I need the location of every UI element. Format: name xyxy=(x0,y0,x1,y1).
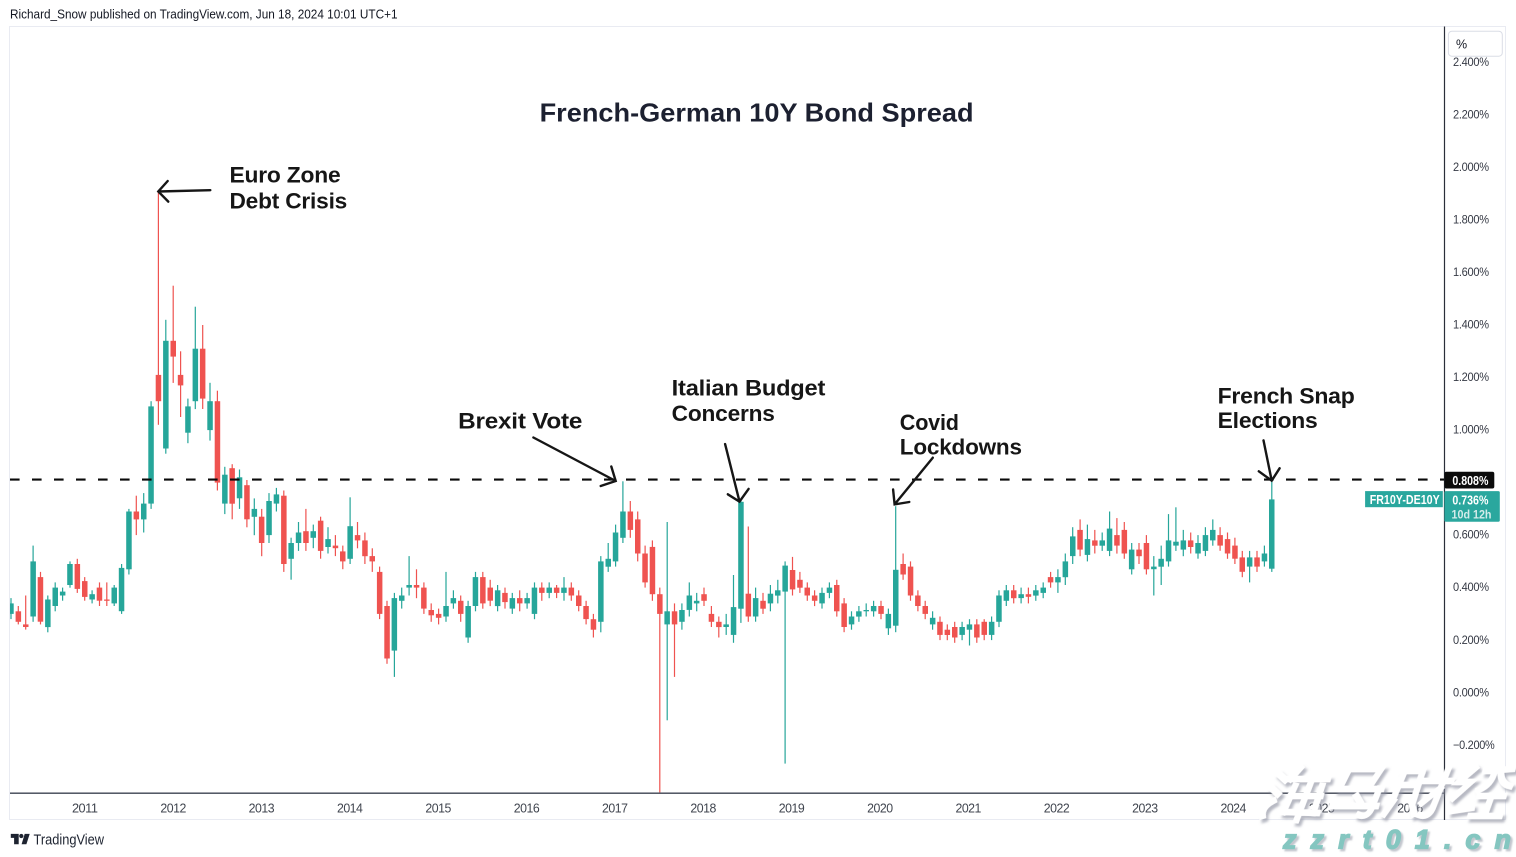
svg-text:Covid: Covid xyxy=(900,410,959,435)
svg-text:1.200%: 1.200% xyxy=(1453,370,1489,384)
svg-text:0.600%: 0.600% xyxy=(1453,528,1489,542)
svg-text:1.800%: 1.800% xyxy=(1453,213,1489,227)
svg-text:FR10Y-DE10Y: FR10Y-DE10Y xyxy=(1370,493,1441,507)
svg-text:2011: 2011 xyxy=(72,800,98,815)
svg-text:1.000%: 1.000% xyxy=(1453,423,1489,437)
svg-text:0.400%: 0.400% xyxy=(1453,580,1489,594)
svg-text:1.600%: 1.600% xyxy=(1453,265,1489,279)
svg-text:Concerns: Concerns xyxy=(672,401,775,426)
svg-text:2016: 2016 xyxy=(514,800,540,815)
svg-text:0.200%: 0.200% xyxy=(1453,633,1489,647)
svg-text:2017: 2017 xyxy=(602,800,628,815)
svg-text:Brexit Vote: Brexit Vote xyxy=(458,409,582,434)
svg-text:zzrt01.cn: zzrt01.cn xyxy=(1282,825,1511,855)
svg-text:2012: 2012 xyxy=(160,800,186,815)
svg-text:French-German 10Y Bond Spread: French-German 10Y Bond Spread xyxy=(540,98,974,128)
svg-text:2013: 2013 xyxy=(249,800,275,815)
svg-text:0.736%: 0.736% xyxy=(1452,492,1488,507)
svg-text:2024: 2024 xyxy=(1220,800,1246,815)
svg-text:Euro Zone: Euro Zone xyxy=(230,163,341,188)
svg-text:TradingView: TradingView xyxy=(34,833,105,849)
svg-text:1.400%: 1.400% xyxy=(1453,318,1489,332)
svg-text:2023: 2023 xyxy=(1132,800,1158,815)
svg-text:Italian Budget: Italian Budget xyxy=(672,376,826,401)
svg-text:Richard_Snow published on Trad: Richard_Snow published on TradingView.co… xyxy=(10,8,398,22)
svg-text:2019: 2019 xyxy=(779,800,805,815)
svg-text:2.200%: 2.200% xyxy=(1453,108,1489,122)
svg-text:2021: 2021 xyxy=(955,800,981,815)
svg-text:Elections: Elections xyxy=(1218,408,1318,433)
svg-text:2018: 2018 xyxy=(690,800,716,815)
svg-text:−0.200%: −0.200% xyxy=(1453,738,1495,752)
svg-text:0.000%: 0.000% xyxy=(1453,685,1489,699)
svg-text:2.400%: 2.400% xyxy=(1453,55,1489,69)
svg-text:Lockdowns: Lockdowns xyxy=(900,435,1022,460)
svg-text:Debt Crisis: Debt Crisis xyxy=(230,188,348,213)
svg-text:0.808%: 0.808% xyxy=(1452,473,1488,488)
svg-text:2015: 2015 xyxy=(425,800,451,815)
svg-text:2014: 2014 xyxy=(337,800,363,815)
svg-text:2022: 2022 xyxy=(1044,800,1070,815)
svg-text:%: % xyxy=(1456,38,1467,52)
svg-text:French Snap: French Snap xyxy=(1218,384,1355,409)
svg-text:10d 12h: 10d 12h xyxy=(1452,508,1492,522)
svg-text:2020: 2020 xyxy=(867,800,893,815)
svg-text:2.000%: 2.000% xyxy=(1453,160,1489,174)
